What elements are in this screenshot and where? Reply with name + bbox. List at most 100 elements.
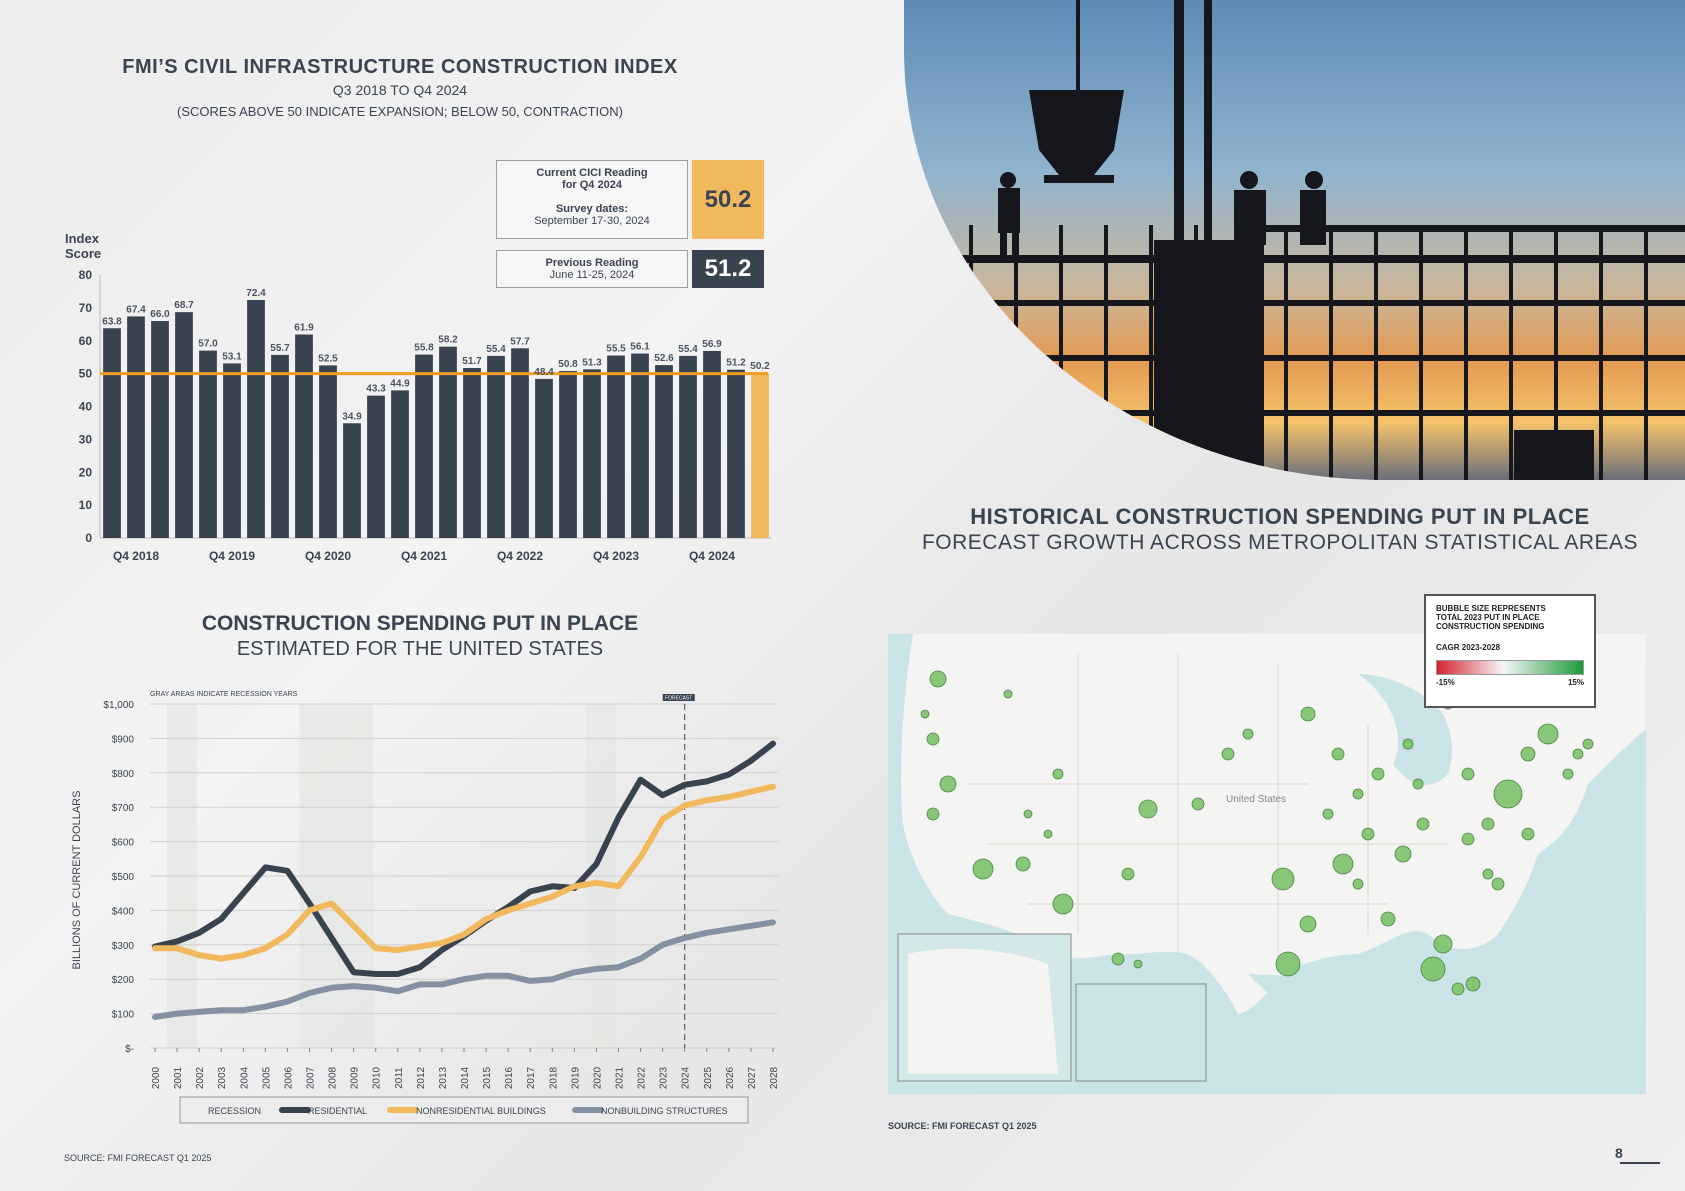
line-x-tick-label: 2005 xyxy=(261,1066,272,1089)
bar-value-label: 53.1 xyxy=(222,351,242,362)
msa-bubble xyxy=(1361,827,1375,841)
msa-bubble xyxy=(929,670,947,688)
bar-y-tick-label: 80 xyxy=(79,268,93,282)
bar-value-label: 55.5 xyxy=(606,344,626,355)
msa-bubble xyxy=(1275,951,1301,977)
legend-frame xyxy=(179,1096,749,1124)
page-rule xyxy=(1620,1162,1660,1164)
bar xyxy=(271,354,289,538)
historical-title: HISTORICAL CONSTRUCTION SPENDING PUT IN … xyxy=(970,504,1590,529)
bar-value-label: 50.2 xyxy=(750,361,770,372)
bar xyxy=(295,334,313,538)
line-x-tick-label: 2015 xyxy=(482,1066,493,1089)
bar-y-tick-label: 0 xyxy=(85,531,92,545)
msa-bubble xyxy=(1562,768,1574,780)
msa-bubble xyxy=(1416,817,1430,831)
msa-bubble xyxy=(1322,808,1334,820)
bar-value-label: 55.7 xyxy=(270,343,290,354)
bar-value-label: 56.9 xyxy=(702,339,722,350)
bar xyxy=(367,395,385,538)
line-x-tick-label: 2012 xyxy=(416,1066,427,1089)
bar-y-tick-label: 60 xyxy=(79,334,93,348)
bar-y-tick-label: 50 xyxy=(79,367,93,381)
bar-value-label: 34.9 xyxy=(342,411,362,422)
line-legend: RECESSION RESIDENTIAL NONRESIDENTIAL BUILD… xyxy=(179,1096,749,1124)
line-x-ticks: 2000 2001 2002 2003 2004 2005 2006 2007 2008 2009… xyxy=(151,1048,780,1089)
msa-bubble xyxy=(1015,856,1031,872)
msa-bubble xyxy=(1331,747,1345,761)
line-x-tick-label: 2021 xyxy=(615,1066,626,1089)
bar-value-label: 51.3 xyxy=(582,357,602,368)
line-x-tick-label: 2019 xyxy=(570,1066,581,1089)
previous-reading-dates: June 11-25, 2024 xyxy=(549,269,635,281)
msa-bubble xyxy=(1271,867,1295,891)
bar xyxy=(487,355,505,538)
bar-ylabel-line2: Score xyxy=(65,246,101,261)
bar xyxy=(199,350,217,538)
bar-y-tick-label: 70 xyxy=(79,301,93,315)
spending-source: SOURCE: FMI FORECAST Q1 2025 xyxy=(64,1153,212,1163)
bar xyxy=(103,328,121,538)
bar-x-tick-label: Q4 2020 xyxy=(305,549,351,563)
bar-x-tick-label: Q4 2023 xyxy=(593,549,639,563)
msa-bubble xyxy=(1520,746,1536,762)
line-y-tick-label: $900 xyxy=(112,734,135,745)
bar-y-tick-label: 20 xyxy=(79,465,93,479)
line-x-tick-label: 2006 xyxy=(283,1066,294,1089)
bar-value-label: 56.1 xyxy=(630,342,650,353)
bar-value-label: 57.7 xyxy=(510,336,530,347)
line-x-tick-label: 2027 xyxy=(747,1066,758,1089)
msa-bubble xyxy=(1380,911,1396,927)
bar-value-label: 67.4 xyxy=(126,304,146,315)
bar xyxy=(415,354,433,538)
legend-line-1: BUBBLE SIZE REPRESENTS xyxy=(1436,604,1546,613)
map-bubbles xyxy=(920,670,1594,996)
legend-label: NONRESIDENTIAL BUILDINGS xyxy=(416,1106,546,1116)
msa-bubble xyxy=(1461,832,1475,846)
bar xyxy=(607,355,625,538)
msa-bubble xyxy=(1300,706,1316,722)
bar-value-label: 61.9 xyxy=(294,323,314,334)
line-x-tick-label: 2024 xyxy=(681,1066,692,1089)
line-y-tick-label: $600 xyxy=(112,838,135,849)
bar-value-label: 50.8 xyxy=(558,359,578,370)
map-source: SOURCE: FMI FORECAST Q1 2025 xyxy=(888,1121,1037,1131)
msa-bubble xyxy=(1491,877,1505,891)
current-reading-value: 50.2 xyxy=(692,160,764,239)
previous-reading-label: Previous Reading xyxy=(545,257,639,269)
cici-title: FMI’S CIVIL INFRASTRUCTURE CONSTRUCTION … xyxy=(122,56,678,78)
msa-bubble xyxy=(1043,829,1053,839)
line-x-tick-label: 2008 xyxy=(328,1066,339,1089)
current-reading-label-2: for Q4 2024 xyxy=(562,179,622,191)
current-reading-label-1: Current CICI Reading xyxy=(536,167,648,179)
bar xyxy=(463,368,481,538)
current-reading-box: Current CICI Reading for Q4 2024 Survey … xyxy=(496,160,688,239)
scaffold-post xyxy=(1104,225,1108,480)
msa-bubble xyxy=(1572,748,1584,760)
msa-bubble xyxy=(1003,689,1013,699)
msa-bubble xyxy=(1299,915,1317,933)
line-x-tick-label: 2002 xyxy=(195,1066,206,1089)
forecast-label: FORECAST xyxy=(665,696,692,702)
bar-value-label: 58.2 xyxy=(438,335,458,346)
msa-bubble xyxy=(1493,779,1523,809)
bar-y-tick-label: 40 xyxy=(79,400,93,414)
line-x-tick-label: 2023 xyxy=(659,1066,670,1089)
legend-cagr-label: CAGR 2023-2028 xyxy=(1436,643,1501,652)
bar xyxy=(391,390,409,538)
line-x-tick-label: 2014 xyxy=(460,1066,471,1089)
spending-subtitle: ESTIMATED FOR THE UNITED STATES xyxy=(236,638,604,660)
line-y-tick-label: $500 xyxy=(112,872,135,883)
legend-max: 15% xyxy=(1567,678,1584,687)
bar-value-label: 51.2 xyxy=(726,358,746,369)
legend-gradient xyxy=(1436,660,1584,675)
forecast-tag xyxy=(662,694,695,701)
previous-reading-box: Previous Reading June 11-25, 2024 xyxy=(496,250,688,288)
scaffold-post xyxy=(1464,225,1468,480)
line-x-tick-label: 2022 xyxy=(637,1066,648,1089)
msa-bubble xyxy=(1481,817,1495,831)
line-x-tick-label: 2004 xyxy=(239,1066,250,1089)
bar xyxy=(751,372,769,538)
msa-bubble xyxy=(1433,934,1453,954)
bar xyxy=(343,423,361,538)
